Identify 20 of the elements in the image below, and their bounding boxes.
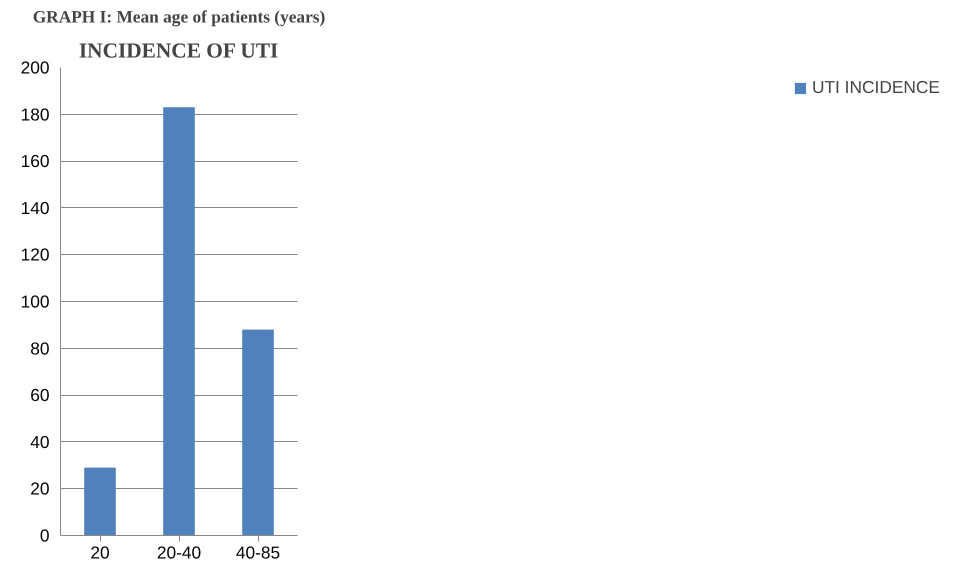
y-tick-label: 0 [40,526,50,546]
y-tick-label: 140 [20,198,50,218]
x-tick-label: 20-40 [156,542,202,562]
x-tick-label: 20 [90,542,110,562]
chart-subtitle: GRAPH I: Mean age of patients (years) [32,8,326,26]
legend-label: UTI INCIDENCE [812,77,940,98]
y-tick-label: 40 [30,432,50,452]
y-tick-label: 120 [20,244,50,265]
bar [242,330,274,536]
y-tick-label: 180 [20,104,50,124]
y-tick-label: 200 [20,58,50,78]
y-tick-label: 80 [30,338,50,358]
y-tick-label: 100 [20,292,50,312]
bar [163,107,195,536]
x-tick-label: 40-85 [236,542,280,562]
y-tick-label: 160 [20,151,50,172]
y-tick-label: 60 [30,385,50,406]
chart-title: INCIDENCE OF UTI [78,38,278,62]
y-tick-label: 20 [30,478,50,499]
bar [84,468,116,536]
